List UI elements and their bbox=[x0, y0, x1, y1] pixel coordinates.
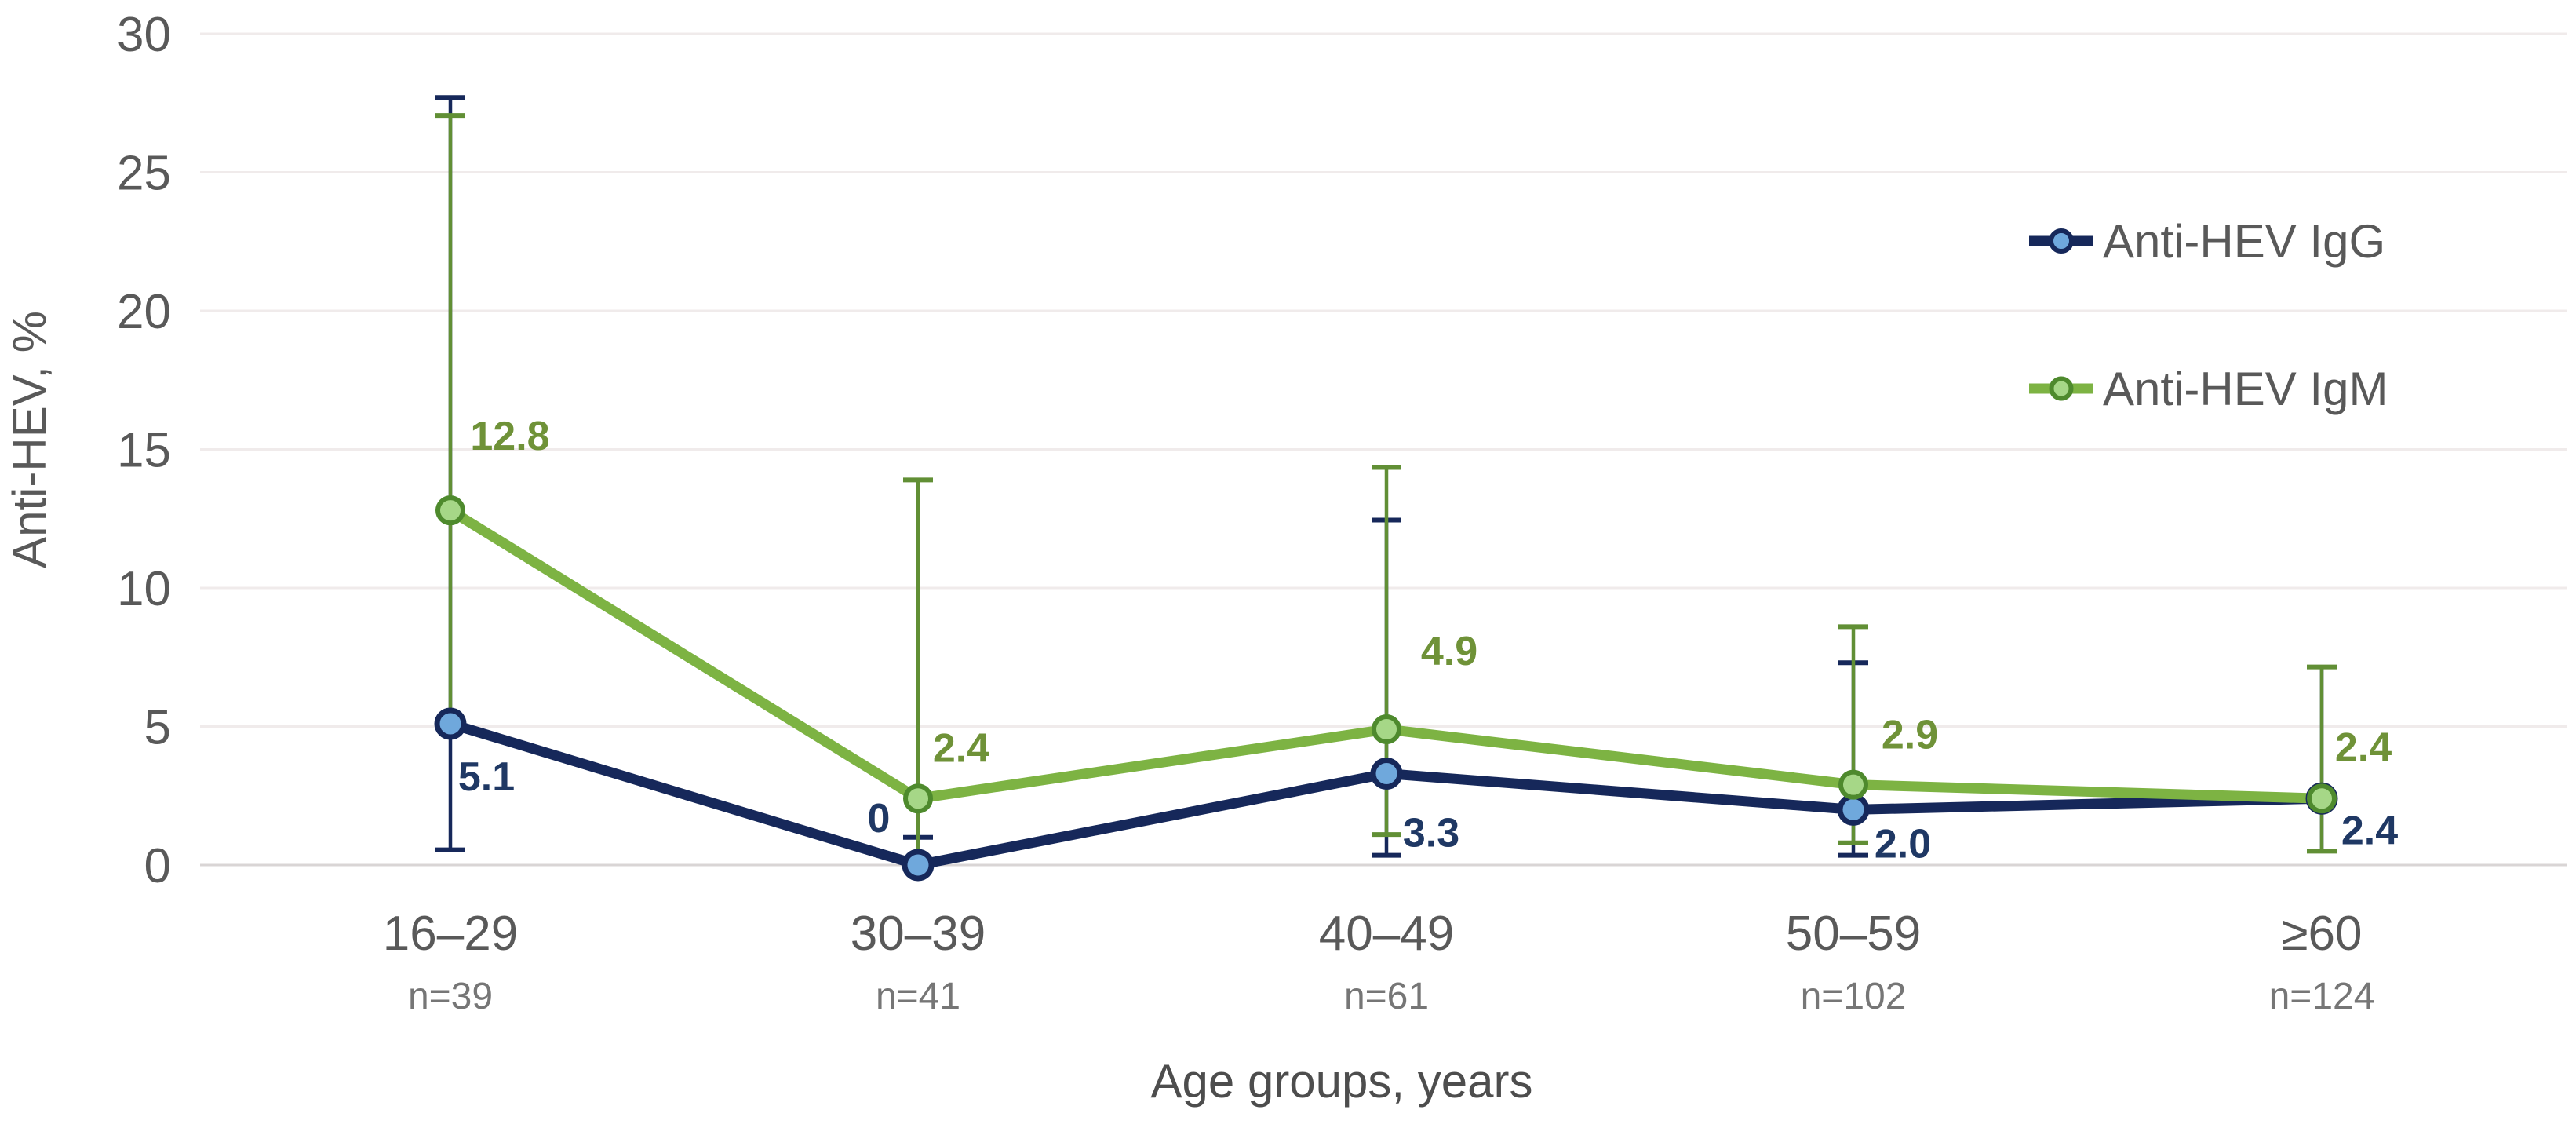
data-point-marker-igm bbox=[435, 495, 465, 526]
data-point-marker-igg bbox=[1837, 793, 1870, 826]
y-tick-label: 15 bbox=[117, 424, 171, 478]
data-label-igg: 5.1 bbox=[458, 754, 515, 800]
n-label: n=124 bbox=[2269, 976, 2375, 1017]
data-label-igm: 12.8 bbox=[470, 414, 549, 459]
x-axis-title: Age groups, years bbox=[1151, 1055, 1533, 1108]
y-tick-label: 25 bbox=[117, 147, 171, 201]
data-point-marker-igm bbox=[1838, 769, 1868, 800]
data-label-igg: 3.3 bbox=[1403, 811, 1459, 856]
data-point-marker-igm bbox=[903, 783, 933, 814]
y-axis-title: Anti-HEV, % bbox=[3, 311, 56, 568]
data-label-igm: 2.9 bbox=[1882, 713, 1938, 758]
n-label: n=61 bbox=[1344, 976, 1429, 1017]
y-tick-label: 30 bbox=[117, 8, 171, 62]
data-point-marker-igm bbox=[1372, 714, 1401, 745]
category-label: 16–29 bbox=[383, 907, 518, 961]
data-label-igm: 4.9 bbox=[1421, 629, 1477, 674]
data-label-igg: 2.0 bbox=[1875, 821, 1931, 867]
data-point-marker-igm bbox=[2307, 783, 2337, 814]
y-tick-label: 10 bbox=[117, 562, 171, 616]
category-label: ≥60 bbox=[2282, 907, 2363, 961]
data-label-igm: 2.4 bbox=[933, 725, 989, 771]
legend-marker-icon-igm bbox=[2049, 376, 2074, 401]
category-label: 40–49 bbox=[1319, 907, 1454, 961]
y-tick-label: 20 bbox=[117, 285, 171, 339]
legend-label-igg: Anti-HEV IgG bbox=[2103, 215, 2385, 268]
category-label: 50–59 bbox=[1786, 907, 1921, 961]
legend-marker-icon-igg bbox=[2049, 228, 2074, 254]
data-label-igm: 2.4 bbox=[2335, 725, 2392, 770]
n-label: n=39 bbox=[408, 976, 493, 1017]
legend-label-igm: Anti-HEV IgM bbox=[2103, 363, 2388, 415]
category-label: 30–39 bbox=[851, 907, 986, 961]
n-label: n=102 bbox=[1801, 976, 1907, 1017]
data-label-igg: 0 bbox=[868, 796, 891, 841]
y-tick-label: 5 bbox=[144, 701, 171, 755]
data-point-marker-igg bbox=[902, 849, 935, 882]
data-point-marker-igg bbox=[1370, 758, 1403, 790]
data-point-marker-igg bbox=[434, 707, 467, 740]
n-label: n=41 bbox=[876, 976, 960, 1017]
data-label-igg: 2.4 bbox=[2341, 808, 2398, 853]
y-tick-label: 0 bbox=[144, 839, 171, 893]
